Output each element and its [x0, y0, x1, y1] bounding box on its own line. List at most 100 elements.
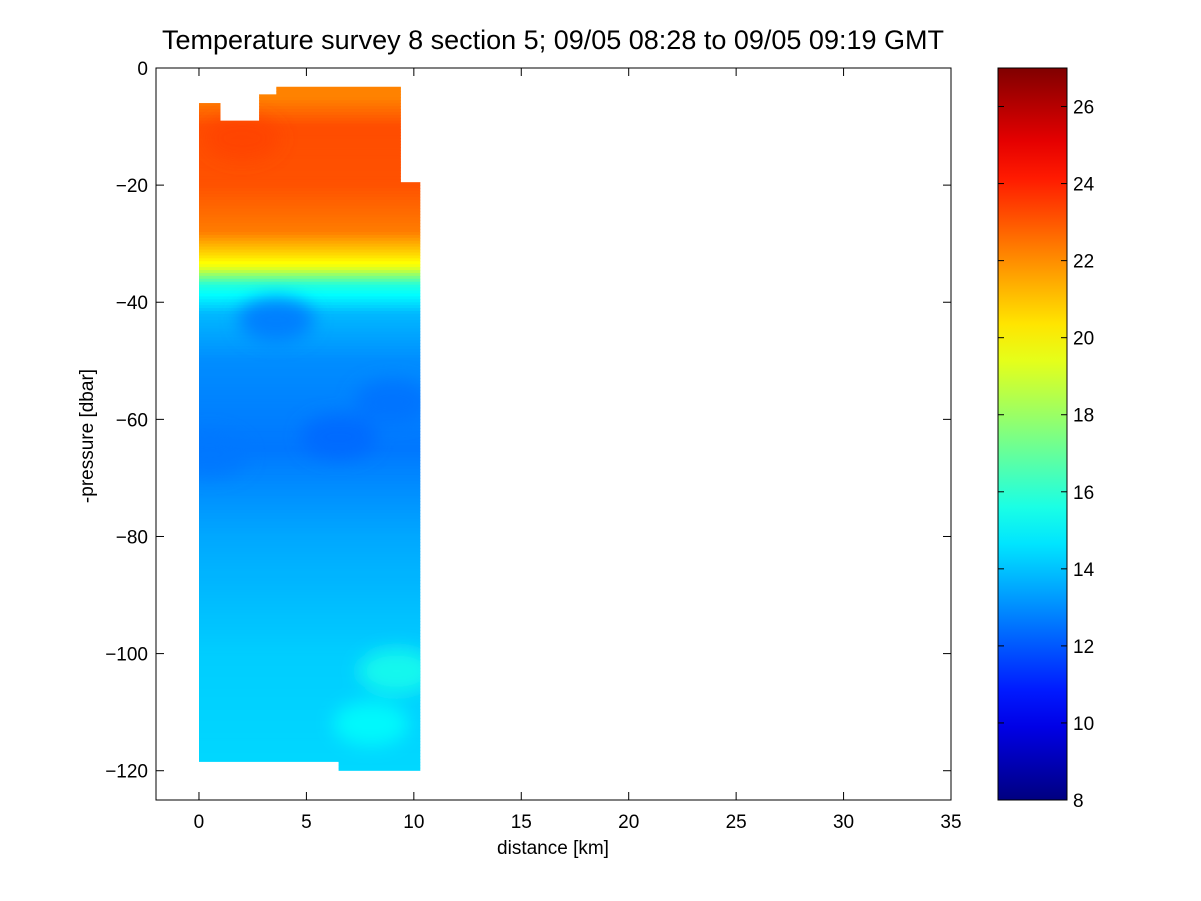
depth-band	[199, 682, 421, 687]
depth-band	[199, 111, 421, 116]
depth-band	[199, 671, 421, 675]
depth-band	[199, 469, 421, 473]
temperature-field	[199, 86, 421, 771]
depth-band	[199, 114, 421, 119]
x-tick-label: 10	[403, 812, 424, 833]
depth-band	[199, 416, 421, 420]
depth-band	[199, 193, 421, 198]
depth-band	[199, 715, 421, 719]
depth-band	[199, 463, 421, 467]
depth-band	[199, 296, 421, 300]
depth-band	[199, 217, 421, 221]
depth-band	[199, 226, 421, 230]
y-tick-label: −20	[116, 176, 148, 197]
depth-band	[199, 665, 421, 669]
depth-band	[199, 753, 421, 757]
depth-band	[199, 103, 421, 107]
colorbar-scale	[997, 67, 1068, 801]
depth-band	[199, 346, 421, 350]
colorbar-tick-label: 14	[1073, 560, 1095, 581]
y-axis-label: -pressure [dbar]	[77, 369, 98, 503]
x-axis-label: distance [km]	[497, 838, 609, 859]
depth-band	[199, 343, 421, 347]
depth-band	[199, 293, 421, 297]
x-tick-label: 25	[726, 812, 747, 833]
depth-band	[199, 556, 421, 561]
depth-band	[199, 545, 421, 549]
depth-band	[199, 299, 421, 303]
depth-band	[199, 164, 421, 169]
depth-band	[199, 135, 421, 139]
depth-band	[199, 208, 421, 213]
depth-band	[199, 337, 421, 341]
depth-band	[199, 504, 421, 508]
depth-band	[199, 354, 421, 359]
depth-band	[199, 249, 421, 254]
y-tick-label: −80	[116, 527, 148, 548]
depth-band	[199, 360, 421, 365]
colorbar: 8 10 12 14 16 18 20 22 24 26	[997, 67, 1095, 812]
depth-band	[199, 155, 421, 160]
depth-band	[199, 474, 421, 479]
depth-band	[199, 744, 421, 748]
depth-band	[199, 641, 421, 646]
depth-band	[199, 199, 421, 204]
depth-band	[199, 630, 421, 634]
depth-band	[199, 571, 421, 576]
depth-band	[199, 536, 421, 541]
depth-band	[199, 709, 421, 713]
colorbar-tick-label: 10	[1073, 714, 1094, 735]
depth-band	[199, 718, 421, 722]
depth-band	[199, 144, 421, 148]
depth-band	[199, 656, 421, 661]
depth-band	[199, 378, 421, 382]
depth-band	[199, 381, 421, 385]
depth-band	[199, 284, 421, 289]
depth-band	[199, 176, 421, 180]
depth-band	[199, 231, 421, 236]
depth-band	[199, 395, 421, 400]
x-tick-label: 20	[618, 812, 639, 833]
depth-band	[199, 542, 421, 546]
depth-band	[199, 147, 421, 151]
depth-band	[199, 106, 421, 110]
depth-band	[199, 668, 421, 672]
depth-band	[199, 747, 421, 751]
depth-band	[199, 600, 421, 605]
depth-band	[199, 141, 421, 145]
depth-band	[199, 524, 421, 529]
depth-band	[199, 223, 421, 227]
depth-band	[199, 700, 421, 704]
depth-band	[199, 759, 421, 763]
depth-band	[199, 565, 421, 570]
depth-band	[199, 281, 421, 286]
depth-band	[199, 732, 421, 737]
depth-band	[199, 706, 421, 710]
depth-band	[199, 606, 421, 611]
depth-band	[199, 703, 421, 707]
x-axis-ticks: 0 5 10 15 20 25 30 35	[194, 68, 962, 833]
depth-band	[199, 401, 421, 406]
depth-band	[199, 196, 421, 201]
depth-band	[199, 586, 421, 590]
depth-band	[199, 489, 421, 494]
depth-band	[199, 451, 421, 456]
depth-band	[199, 158, 421, 163]
depth-band	[199, 117, 421, 122]
feature-blob	[354, 379, 421, 424]
depth-band	[199, 495, 421, 500]
depth-band	[199, 202, 421, 207]
depth-band	[199, 188, 421, 192]
depth-band	[199, 750, 421, 754]
depth-band	[199, 278, 421, 283]
depth-band	[199, 615, 421, 620]
depth-band	[199, 108, 421, 113]
depth-band	[199, 647, 421, 652]
depth-band	[199, 729, 421, 734]
depth-band	[199, 712, 421, 716]
depth-band	[199, 551, 421, 555]
depth-band	[199, 287, 421, 292]
depth-band	[199, 574, 421, 579]
depth-band	[199, 407, 421, 412]
